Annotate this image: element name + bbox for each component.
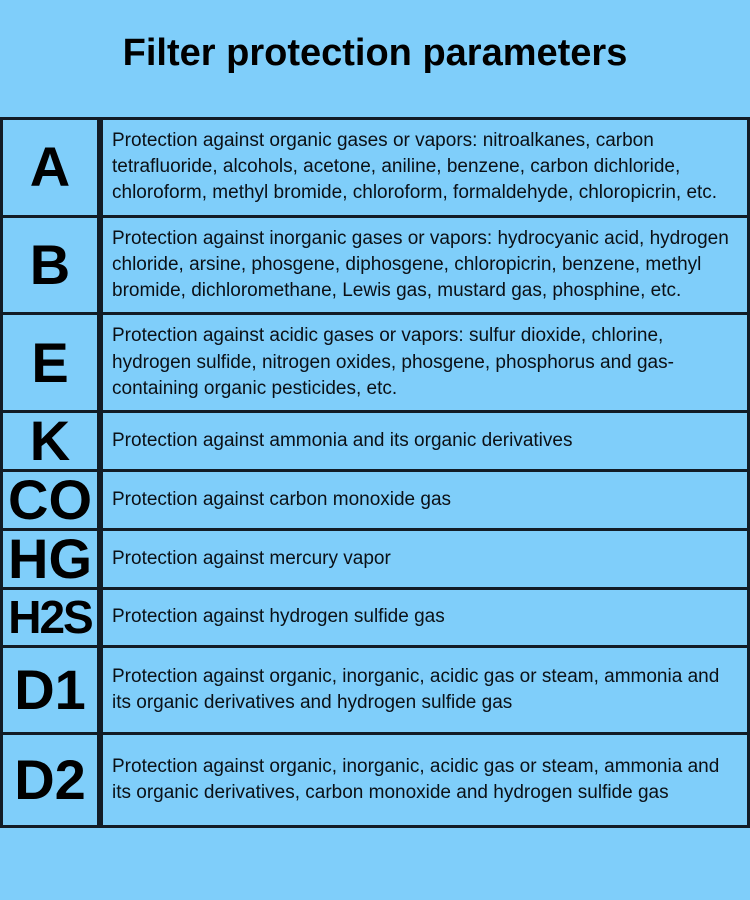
filter-description-cell: Protection against hydrogen sulfide gas: [100, 586, 750, 648]
table-row: A Protection against organic gases or va…: [0, 117, 750, 218]
filter-code-cell: HG: [0, 527, 100, 590]
filter-description-cell: Protection against organic, inorganic, a…: [100, 644, 750, 735]
table-row: K Protection against ammonia and its org…: [0, 409, 750, 472]
filter-code-cell: D2: [0, 731, 100, 828]
filter-description-cell: Protection against ammonia and its organ…: [100, 409, 750, 472]
filter-code-cell: CO: [0, 468, 100, 531]
filter-code-cell: K: [0, 409, 100, 472]
table-row: H2S Protection against hydrogen sulfide …: [0, 586, 750, 648]
filter-description-cell: Protection against inorganic gases or va…: [100, 214, 750, 316]
page-title: Filter protection parameters: [122, 32, 628, 74]
filter-code-cell: H2S: [0, 586, 100, 648]
table-row: CO Protection against carbon monoxide ga…: [0, 468, 750, 531]
table-row: D1 Protection against organic, inorganic…: [0, 644, 750, 735]
filter-code-cell: D1: [0, 644, 100, 735]
filter-code-cell: B: [0, 214, 100, 316]
filter-description-cell: Protection against mercury vapor: [100, 527, 750, 590]
filter-description-cell: Protection against organic gases or vapo…: [100, 117, 750, 218]
filter-description-cell: Protection against carbon monoxide gas: [100, 468, 750, 531]
filter-description-cell: Protection against acidic gases or vapor…: [100, 312, 750, 413]
filter-code-cell: E: [0, 312, 100, 413]
table-row: D2 Protection against organic, inorganic…: [0, 731, 750, 828]
filter-parameters-table: A Protection against organic gases or va…: [0, 117, 750, 828]
filter-code-cell: A: [0, 117, 100, 218]
filter-description-cell: Protection against organic, inorganic, a…: [100, 731, 750, 828]
table-row: HG Protection against mercury vapor: [0, 527, 750, 590]
table-row: E Protection against acidic gases or vap…: [0, 312, 750, 413]
table-row: B Protection against inorganic gases or …: [0, 214, 750, 316]
